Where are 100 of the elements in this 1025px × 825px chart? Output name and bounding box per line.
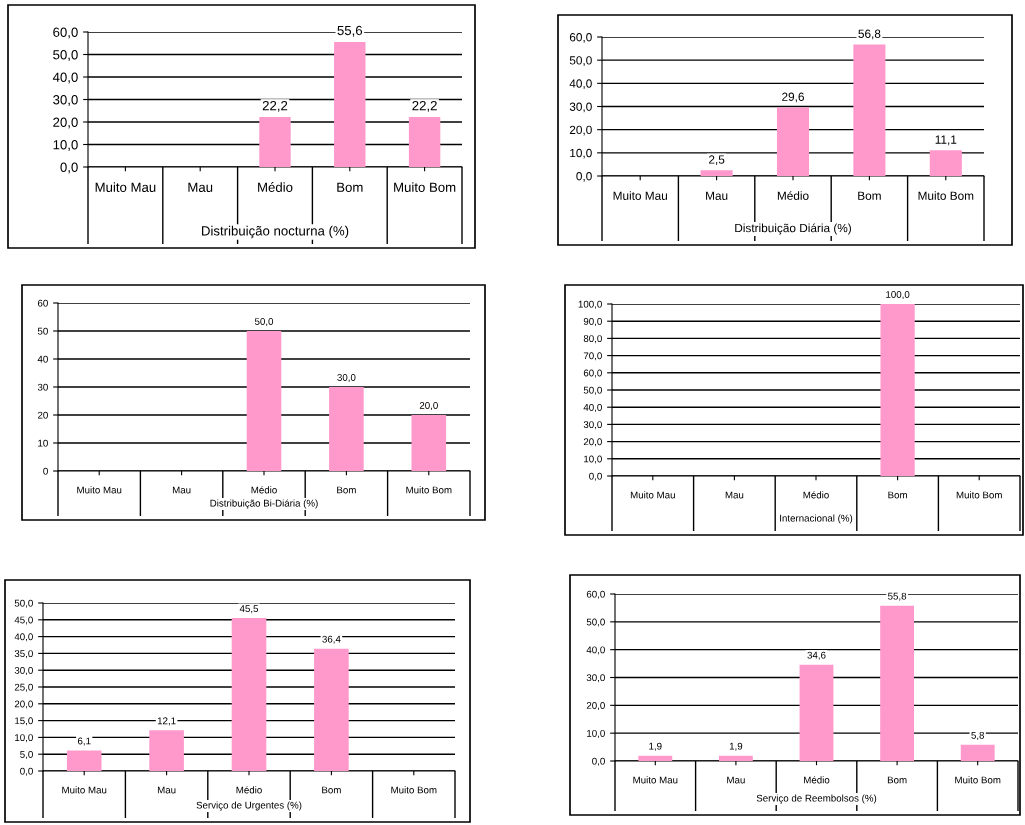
- data-label: 50,0: [254, 318, 274, 327]
- x-tick-label: Bom: [337, 486, 356, 494]
- x-tick-label: Muito Bom: [918, 191, 974, 200]
- data-label: 55,8: [888, 592, 907, 601]
- x-tick-label: Bom: [858, 191, 881, 200]
- x-tick-label: Mau: [727, 776, 745, 784]
- x-tick-label: Médio: [236, 786, 262, 794]
- y-tick-label: 35,0: [14, 650, 33, 659]
- data-label: 56,8: [858, 29, 881, 40]
- x-tick-label: Muito Bom: [394, 182, 456, 192]
- y-tick-label: 60,0: [569, 33, 592, 43]
- bar: [853, 44, 886, 176]
- y-tick-label: 10: [38, 439, 48, 447]
- y-tick-label: 30: [37, 383, 48, 391]
- data-label: 55,6: [337, 25, 363, 37]
- data-label: 5,8: [971, 731, 985, 740]
- y-tick-label: 45,0: [14, 616, 33, 625]
- bar: [66, 750, 102, 771]
- data-label: 34,6: [807, 651, 826, 660]
- x-tick-label: Mau: [172, 486, 191, 494]
- bar: [411, 415, 447, 471]
- x-axis-title: Distribuição nocturna (%): [202, 225, 349, 239]
- x-axis-title: Distribuição Diária (%): [735, 223, 851, 235]
- y-tick-label: 40,0: [52, 72, 78, 84]
- y-tick-label: 80,0: [583, 335, 602, 344]
- x-tick-label: Bom: [322, 786, 341, 794]
- y-tick-label: 30,0: [53, 95, 78, 106]
- data-label: 100,0: [886, 291, 910, 300]
- y-tick-label: 60,0: [586, 590, 605, 599]
- bar: [638, 755, 673, 761]
- x-axis-title: Serviço de Urgentes (%): [196, 801, 302, 811]
- bar: [880, 605, 915, 761]
- x-tick-label: Muito Mau: [95, 182, 156, 192]
- data-label: 36,4: [322, 635, 341, 644]
- y-tick-label: 20,0: [586, 702, 605, 711]
- bar: [231, 618, 267, 771]
- data-label: 2,5: [708, 155, 725, 166]
- x-axis-title: Distribuição Bi-Diária (%): [210, 499, 318, 509]
- x-tick-label: Muito Mau: [613, 191, 667, 200]
- y-tick-label: 10,0: [53, 140, 78, 151]
- y-tick-label: 20,0: [14, 700, 33, 709]
- y-tick-label: 30,0: [586, 674, 605, 683]
- bar: [929, 150, 962, 176]
- x-tick-label: Mau: [188, 182, 213, 192]
- bar: [960, 744, 995, 761]
- x-tick-label: Muito Mau: [77, 486, 122, 494]
- x-axis-title: Serviço de Reembolsos (%): [756, 794, 877, 804]
- data-label: 22,2: [262, 100, 288, 112]
- y-tick-label: 60,0: [583, 369, 602, 378]
- x-tick-label: Bom: [337, 182, 363, 192]
- y-tick-label: 60,0: [53, 27, 78, 39]
- y-tick-label: 0: [43, 467, 48, 475]
- data-label: 20,0: [419, 402, 438, 411]
- y-tick-label: 30,0: [583, 421, 602, 430]
- y-tick-label: 0,0: [592, 757, 605, 766]
- data-label: 1,9: [729, 742, 743, 751]
- x-tick-label: Muito Mau: [630, 491, 675, 499]
- x-tick-label: Bom: [888, 491, 907, 499]
- y-tick-label: 40: [37, 355, 48, 363]
- y-tick-label: 20,0: [53, 117, 78, 129]
- y-tick-label: 25,0: [14, 683, 33, 692]
- y-tick-label: 40,0: [583, 403, 602, 412]
- y-tick-label: 10,0: [587, 729, 605, 738]
- data-label: 1,9: [649, 742, 662, 751]
- x-tick-label: Médio: [258, 182, 293, 192]
- x-tick-label: Médio: [777, 191, 809, 200]
- x-tick-label: Muito Bom: [955, 776, 1001, 784]
- y-tick-label: 90,0: [583, 317, 602, 326]
- bar: [776, 107, 810, 176]
- y-tick-label: 30,0: [14, 666, 33, 675]
- x-tick-label: Médio: [251, 486, 277, 494]
- x-tick-label: Médio: [803, 491, 829, 499]
- data-label: 11,1: [935, 135, 957, 146]
- y-tick-label: 60: [37, 299, 48, 307]
- x-tick-label: Muito Mau: [62, 786, 107, 794]
- y-tick-label: 0,0: [20, 767, 33, 776]
- x-axis-title: Internacional (%): [780, 514, 853, 524]
- x-tick-label: Mau: [157, 786, 176, 794]
- y-tick-label: 15,0: [15, 717, 33, 726]
- bar: [329, 387, 364, 471]
- y-tick-label: 30,0: [569, 102, 592, 113]
- y-tick-label: 50,0: [586, 618, 605, 627]
- y-tick-label: 50: [37, 327, 48, 335]
- x-tick-label: Muito Mau: [633, 776, 678, 784]
- data-label: 45,5: [239, 605, 259, 614]
- y-tick-label: 100,0: [578, 300, 602, 309]
- bar: [149, 730, 184, 771]
- x-tick-label: Bom: [887, 776, 907, 784]
- bar: [700, 170, 733, 176]
- y-tick-label: 10,0: [15, 734, 33, 743]
- y-tick-label: 20,0: [583, 438, 602, 447]
- data-label: 12,1: [157, 717, 176, 726]
- y-tick-label: 40,0: [14, 633, 33, 642]
- y-tick-label: 10,0: [584, 455, 602, 464]
- y-tick-label: 40,0: [586, 646, 605, 655]
- y-tick-label: 5,0: [20, 750, 33, 759]
- bar: [799, 664, 834, 761]
- x-tick-label: Médio: [804, 776, 830, 784]
- data-label: 30,0: [337, 374, 356, 383]
- y-tick-label: 70,0: [583, 352, 602, 361]
